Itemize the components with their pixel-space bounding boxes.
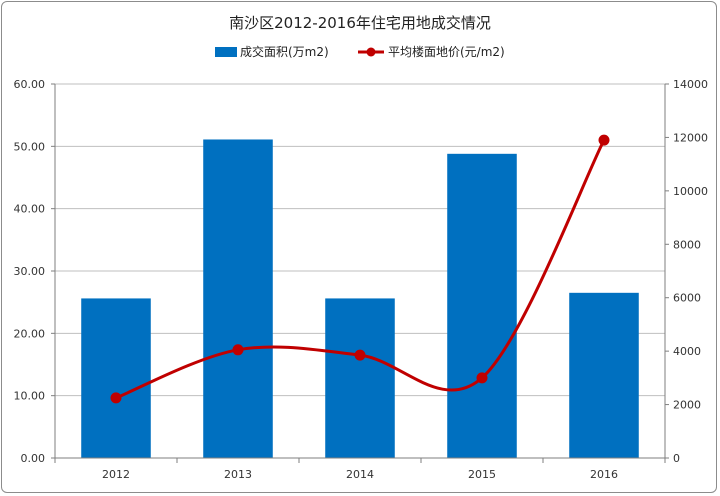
chart-title: 南沙区2012-2016年住宅用地成交情况 <box>229 14 491 32</box>
legend-swatch-bar <box>215 47 237 57</box>
price-point <box>476 372 488 384</box>
right-tick-label: 14000 <box>673 78 708 91</box>
legend-label-area: 成交面积(万m2) <box>240 44 329 59</box>
bar <box>81 298 151 458</box>
legend: 成交面积(万m2) 平均楼面地价(元/m2) <box>215 44 505 59</box>
category-label: 2014 <box>346 468 374 481</box>
category-label: 2013 <box>224 468 252 481</box>
right-tick-label: 0 <box>673 452 680 465</box>
left-tick-label: 50.00 <box>14 140 46 153</box>
right-tick-label: 4000 <box>673 345 701 358</box>
legend-item-area: 成交面积(万m2) <box>215 44 329 59</box>
left-tick-label: 10.00 <box>14 390 46 403</box>
price-line <box>115 139 606 400</box>
left-tick-label: 60.00 <box>14 78 46 91</box>
price-point <box>354 349 366 361</box>
right-tick-label: 10000 <box>673 185 708 198</box>
bar <box>203 139 273 458</box>
bar <box>569 292 639 458</box>
right-tick-label: 12000 <box>673 131 708 144</box>
legend-label-price: 平均楼面地价(元/m2) <box>388 44 505 59</box>
price-point <box>110 392 122 404</box>
category-label: 2016 <box>590 468 618 481</box>
bar <box>447 153 517 458</box>
right-tick-label: 2000 <box>673 399 701 412</box>
price-point <box>598 134 610 146</box>
line-series <box>110 134 610 404</box>
category-label: 2012 <box>102 468 130 481</box>
right-tick-label: 6000 <box>673 292 701 305</box>
bar-series <box>81 139 639 458</box>
right-tick-label: 8000 <box>673 238 701 251</box>
bar <box>325 298 395 458</box>
legend-item-price: 平均楼面地价(元/m2) <box>358 44 505 59</box>
axes: 0.00 10.00 20.00 30.00 40.00 50.00 60.00 0 2000 4… <box>14 78 709 481</box>
left-tick-label: 40.00 <box>14 203 46 216</box>
legend-marker <box>366 47 376 57</box>
gridlines <box>55 83 665 397</box>
left-tick-label: 30.00 <box>14 265 46 278</box>
category-label: 2015 <box>468 468 496 481</box>
price-point <box>232 344 244 356</box>
left-tick-label: 0.00 <box>21 452 46 465</box>
left-tick-label: 20.00 <box>14 327 46 340</box>
